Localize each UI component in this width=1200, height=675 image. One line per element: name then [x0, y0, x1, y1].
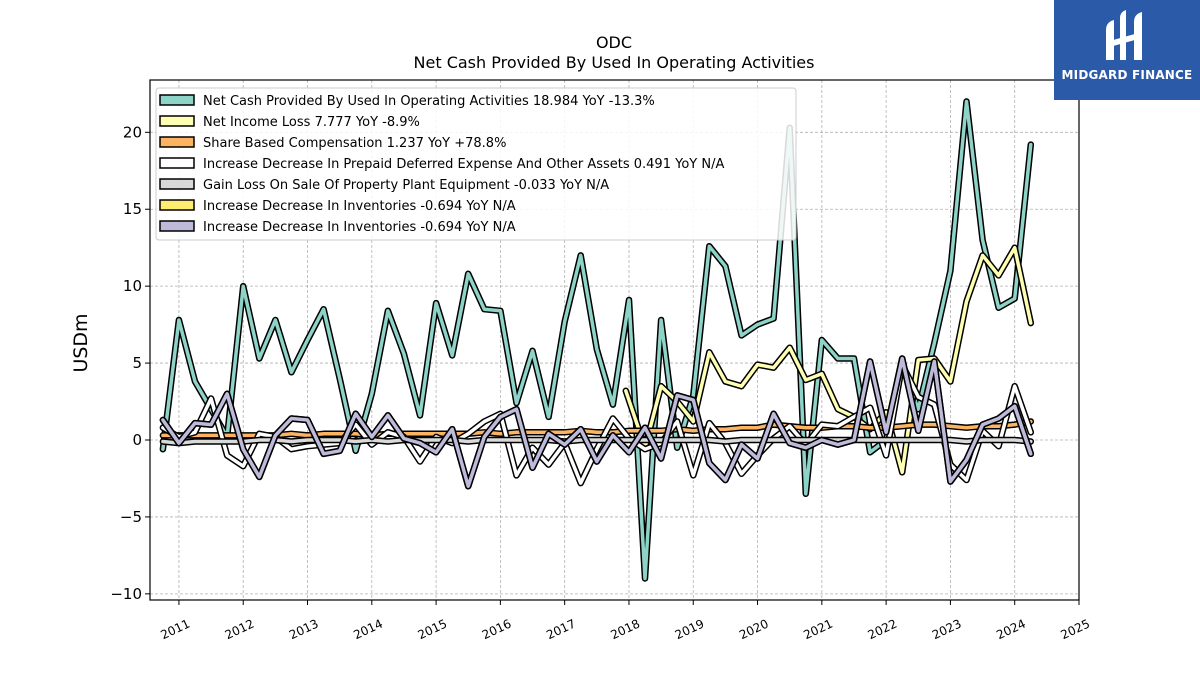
- y-tick-label: 0: [132, 431, 142, 449]
- legend-label: Gain Loss On Sale Of Property Plant Equi…: [203, 178, 609, 193]
- series-stroke: [161, 356, 1033, 488]
- chart-title: ODC: [596, 33, 632, 52]
- legend-swatch: [159, 94, 195, 106]
- y-tick-label: −10: [110, 585, 142, 603]
- y-axis-label: USDm: [70, 313, 92, 372]
- y-tick-label: 15: [123, 200, 142, 218]
- logo-mark-icon: [1106, 10, 1142, 60]
- y-tick-label: 20: [123, 123, 142, 141]
- legend: Net Cash Provided By Used In Operating A…: [155, 87, 797, 241]
- y-tick-label: 10: [123, 277, 142, 295]
- legend-label: Increase Decrease In Prepaid Deferred Ex…: [203, 157, 724, 172]
- legend-swatch: [159, 220, 195, 232]
- legend-item: Increase Decrease In Prepaid Deferred Ex…: [159, 157, 724, 172]
- x-tick-label: 2022: [866, 617, 900, 643]
- series-line: [159, 355, 1035, 490]
- logo-text: MIDGARD FINANCE: [1061, 68, 1193, 82]
- legend-item: Increase Decrease In Inventories -0.694 …: [159, 220, 516, 235]
- legend-label: Net Income Loss 7.777 YoY -8.9%: [203, 115, 420, 130]
- legend-item: Increase Decrease In Inventories -0.694 …: [159, 199, 516, 214]
- x-tick-label: 2013: [287, 617, 321, 643]
- series-line: [159, 436, 1035, 447]
- legend-item: Share Based Compensation 1.237 YoY +78.8…: [159, 136, 506, 151]
- legend-label: Net Cash Provided By Used In Operating A…: [203, 94, 655, 109]
- series-lines: [159, 98, 1035, 582]
- series-line: [159, 361, 1035, 487]
- x-tick-label: 2021: [801, 617, 835, 643]
- legend-swatch: [159, 199, 195, 211]
- plot-frame: [149, 79, 1080, 601]
- y-tick-label: −5: [120, 508, 142, 526]
- x-tick-label: 2020: [737, 617, 771, 643]
- brand-logo: MIDGARD FINANCE: [1054, 0, 1200, 100]
- x-tick-label: 2012: [223, 617, 257, 643]
- legend-label: Share Based Compensation 1.237 YoY +78.8…: [203, 136, 506, 151]
- chart-subtitle: Net Cash Provided By Used In Operating A…: [414, 53, 815, 72]
- legend-frame: [155, 87, 797, 241]
- y-tick-label: 5: [132, 354, 142, 372]
- x-tick-label: 2025: [1059, 617, 1093, 643]
- legend-swatch: [159, 115, 195, 127]
- x-tick-label: 2023: [930, 617, 964, 643]
- x-tick-label: 2016: [480, 617, 514, 643]
- series-stroke: [161, 438, 1033, 445]
- series-stroke: [161, 362, 1033, 485]
- legend-swatch: [159, 178, 195, 190]
- x-tick-label: 2014: [351, 617, 385, 643]
- x-tick-label: 2015: [416, 617, 450, 643]
- x-tick-label: 2019: [673, 617, 707, 643]
- legend-swatch: [159, 157, 195, 169]
- legend-label: Increase Decrease In Inventories -0.694 …: [203, 199, 516, 214]
- legend-item: Gain Loss On Sale Of Property Plant Equi…: [159, 178, 609, 193]
- legend-label: Increase Decrease In Inventories -0.694 …: [203, 220, 516, 235]
- x-tick-label: 2017: [544, 617, 578, 643]
- series-line: [159, 418, 1035, 439]
- x-tick-label: 2024: [994, 617, 1028, 643]
- x-tick-label: 2011: [158, 617, 192, 643]
- x-tick-label: 2018: [608, 617, 642, 643]
- legend-item: Net Cash Provided By Used In Operating A…: [159, 94, 655, 109]
- legend-item: Net Income Loss 7.777 YoY -8.9%: [159, 115, 420, 130]
- legend-swatch: [159, 136, 195, 148]
